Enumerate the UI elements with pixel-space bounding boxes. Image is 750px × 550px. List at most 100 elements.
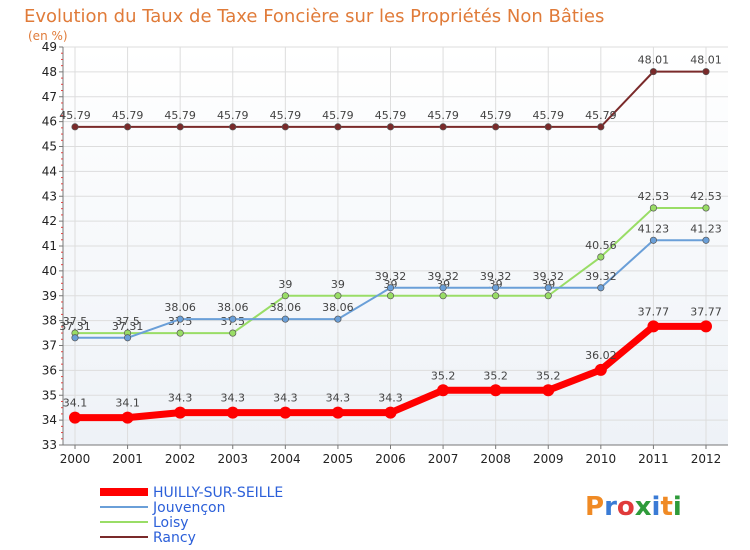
point-0-8 <box>489 384 502 397</box>
x-tick-label-2002: 2002 <box>165 452 196 466</box>
point-0-11 <box>647 320 660 333</box>
data-label-0-3: 34.3 <box>221 392 246 405</box>
point-0-4 <box>279 406 292 419</box>
point-0-0 <box>69 411 81 424</box>
data-label-1-6: 39.32 <box>375 270 407 283</box>
data-label-1-11: 41.23 <box>638 222 670 235</box>
point-1-5 <box>334 315 342 323</box>
y-tick-label-34: 34 <box>42 413 57 427</box>
data-label-3-1: 45.79 <box>112 109 144 122</box>
point-0-6 <box>384 406 397 419</box>
point-1-2 <box>176 315 184 323</box>
data-label-1-2: 38.06 <box>164 301 196 314</box>
data-label-3-11: 48.01 <box>638 54 670 67</box>
x-axis-ticks: 2000 2001 2002 2003 2004 2005 2006 2007 2008 2009… <box>60 445 721 466</box>
data-label-0-12: 37.77 <box>690 305 722 318</box>
data-label-2-5: 39 <box>331 278 345 291</box>
point-1-8 <box>492 284 500 292</box>
point-3-8 <box>492 123 500 131</box>
logo-letter-5: t <box>660 492 672 522</box>
point-1-11 <box>649 236 657 244</box>
point-0-10 <box>594 363 607 376</box>
y-axis-ticks: 33 34 35 36 37 38 39 40 41 42 43 44 45 46 47 48 49 <box>42 40 63 452</box>
x-tick-label-2008: 2008 <box>480 452 511 466</box>
data-label-0-5: 34.3 <box>326 392 351 405</box>
y-tick-label-43: 43 <box>42 189 57 203</box>
data-label-2-1: 37.5 <box>115 315 140 328</box>
data-label-3-2: 45.79 <box>164 109 196 122</box>
point-3-6 <box>386 123 395 131</box>
y-tick-label-33: 33 <box>42 438 57 452</box>
y-tick-label-44: 44 <box>42 164 57 178</box>
point-2-8 <box>492 292 500 300</box>
series-group: 45.79 45.79 45.79 45.79 45.79 45.79 45.79 45.79… <box>59 54 722 424</box>
data-label-1-10: 39.32 <box>585 270 617 283</box>
point-1-6 <box>386 284 395 292</box>
point-3-9 <box>544 123 552 131</box>
logo-letter-4: i <box>652 492 661 522</box>
x-tick-label-2011: 2011 <box>638 452 669 466</box>
y-tick-label-37: 37 <box>42 339 57 353</box>
point-0-3 <box>226 406 239 419</box>
series-0: 34.1 34.1 34.3 34.3 34.3 34.3 34.3 35.2 35.2 35.2… <box>63 305 722 424</box>
x-tick-label-2006: 2006 <box>375 452 406 466</box>
point-2-9 <box>544 292 552 300</box>
axes <box>61 47 728 446</box>
logo-letter-1: r <box>604 492 617 522</box>
point-1-12 <box>702 236 710 244</box>
data-label-2-12: 42.53 <box>690 190 722 203</box>
logo-text: Proxiti <box>585 492 682 522</box>
point-3-4 <box>281 123 289 131</box>
data-label-3-10: 45.79 <box>585 109 617 122</box>
data-label-1-5: 38.06 <box>322 301 354 314</box>
y-tick-label-40: 40 <box>42 264 57 278</box>
data-label-3-5: 45.79 <box>322 109 354 122</box>
data-label-0-6: 34.3 <box>378 392 403 405</box>
y-tick-label-42: 42 <box>42 214 57 228</box>
x-tick-label-2003: 2003 <box>217 452 248 466</box>
point-1-4 <box>281 315 289 323</box>
point-3-7 <box>439 123 447 131</box>
logo-letter-6: i <box>673 492 682 522</box>
point-3-12 <box>702 68 710 76</box>
legend-label-3: Rancy <box>153 530 196 546</box>
y-tick-label-39: 39 <box>42 289 57 303</box>
point-2-7 <box>439 292 447 300</box>
point-2-11 <box>649 204 657 212</box>
y-tick-label-48: 48 <box>42 65 57 79</box>
data-label-3-6: 45.79 <box>375 109 407 122</box>
data-label-3-4: 45.79 <box>270 109 302 122</box>
point-2-4 <box>281 292 289 300</box>
y-tick-label-46: 46 <box>42 115 57 129</box>
legend-label-0: HUILLY-SUR-SEILLE <box>153 485 283 501</box>
data-label-0-4: 34.3 <box>273 392 298 405</box>
series-1: 37.31 37.31 38.06 38.06 38.06 38.06 39.32 39.32… <box>59 222 722 342</box>
x-tick-label-2007: 2007 <box>428 452 459 466</box>
data-label-0-7: 35.2 <box>431 369 456 382</box>
y-tick-label-38: 38 <box>42 314 57 328</box>
data-label-0-10: 36.02 <box>585 349 617 362</box>
point-1-1 <box>124 334 132 342</box>
x-tick-label-2010: 2010 <box>586 452 617 466</box>
data-label-3-7: 45.79 <box>427 109 459 122</box>
chart-subtitle: (en %) <box>28 29 68 43</box>
data-label-1-4: 38.06 <box>270 301 302 314</box>
proxiti-logo: Proxiti <box>585 492 682 522</box>
data-label-3-0: 45.79 <box>59 109 91 122</box>
point-3-11 <box>649 68 657 76</box>
point-3-3 <box>229 123 237 131</box>
x-tick-label-2001: 2001 <box>112 452 143 466</box>
point-1-9 <box>544 284 552 292</box>
y-tick-label-49: 49 <box>42 40 57 54</box>
data-label-1-0: 37.31 <box>59 320 91 333</box>
y-tick-label-41: 41 <box>42 239 57 253</box>
logo-letter-3: x <box>635 492 652 522</box>
point-0-7 <box>437 384 450 397</box>
point-3-10 <box>597 123 605 131</box>
data-label-1-3: 38.06 <box>217 301 249 314</box>
data-label-0-9: 35.2 <box>536 369 561 382</box>
point-1-3 <box>229 315 237 323</box>
logo-letter-0: P <box>585 492 604 522</box>
